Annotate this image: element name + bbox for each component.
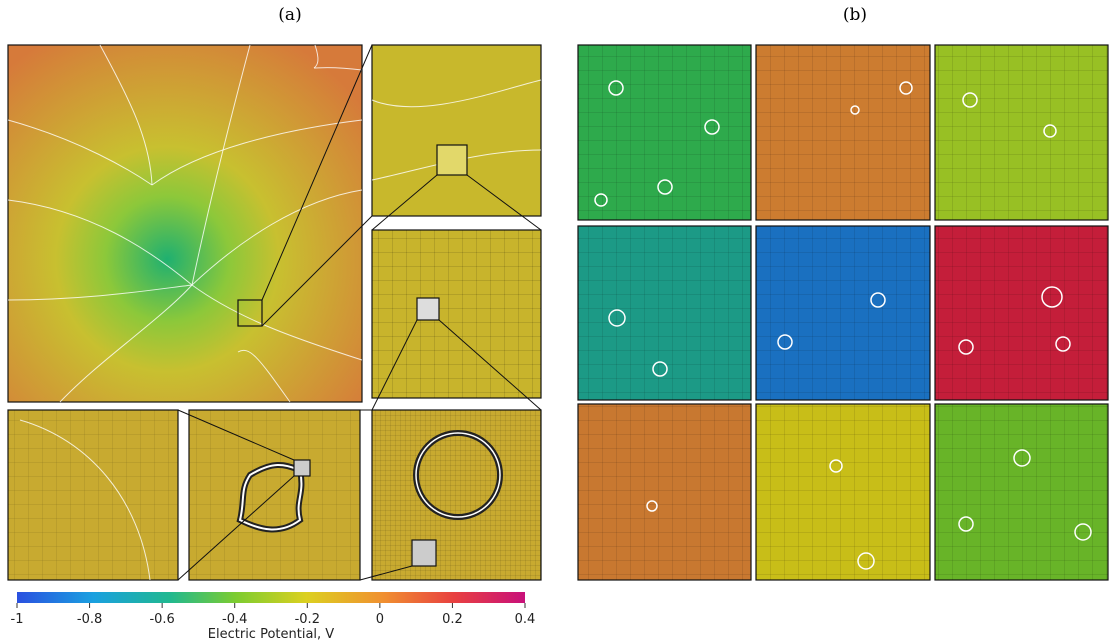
panel-label: (b) xyxy=(843,5,867,25)
mesh xyxy=(189,410,360,580)
colorbar-tick-label: -1 xyxy=(11,612,24,627)
zoom-box xyxy=(417,298,439,320)
colorbar-gradient xyxy=(17,592,525,603)
zoom-box xyxy=(437,145,467,175)
zoom-box xyxy=(294,460,310,476)
colorbar-tick-label: 0 xyxy=(376,612,384,627)
panel-label: (a) xyxy=(278,5,301,25)
panel-a xyxy=(8,45,541,580)
mesh xyxy=(578,45,1108,580)
panel-b xyxy=(578,45,1108,580)
colorbar-tick-label: -0.8 xyxy=(77,612,102,627)
figure: (a) (b) xyxy=(0,0,1110,644)
zoom-box xyxy=(412,540,436,566)
mesh xyxy=(8,410,178,580)
zoom-1 xyxy=(372,45,541,216)
colorbar-tick-label: 0.4 xyxy=(515,612,536,627)
colorbar-tick-label: 0.2 xyxy=(442,612,463,627)
mesh xyxy=(372,230,541,398)
colorbar-tick-label: -0.2 xyxy=(295,612,320,627)
colorbar-label: Electric Potential, V xyxy=(208,627,335,642)
colorbar-tick-label: -0.6 xyxy=(149,612,174,627)
main-field xyxy=(8,45,362,402)
colorbar-tick-label: -0.4 xyxy=(222,612,247,627)
